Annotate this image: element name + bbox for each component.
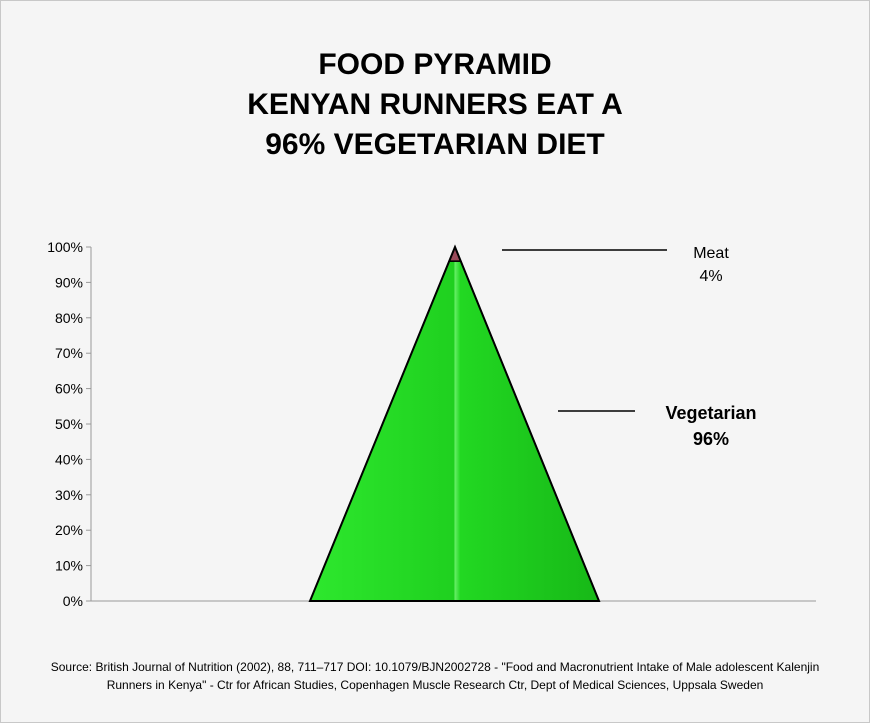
- y-tick-label: 0%: [63, 593, 83, 609]
- y-tick-label: 60%: [55, 381, 83, 397]
- y-tick-label: 20%: [55, 522, 83, 538]
- y-tick-label: 10%: [55, 558, 83, 574]
- y-tick-label: 50%: [55, 416, 83, 432]
- chart-title-line-2: KENYAN RUNNERS EAT A: [247, 88, 623, 121]
- chart-title-line-3: 96% VEGETARIAN DIET: [265, 128, 605, 161]
- y-tick-label: 90%: [55, 274, 83, 290]
- source-line-2: Runners in Kenya" - Ctr for African Stud…: [106, 678, 764, 692]
- y-tick-label: 100%: [47, 239, 83, 255]
- y-tick-label: 30%: [55, 487, 83, 503]
- source-line-1: Source: British Journal of Nutrition (20…: [50, 660, 820, 674]
- pyramid-outline: [308, 244, 601, 602]
- vegetarian-value-label: 96%: [693, 429, 729, 449]
- y-tick-label: 70%: [55, 345, 83, 361]
- vegetarian-label: Vegetarian: [665, 403, 756, 423]
- meat-value-label: 4%: [699, 268, 722, 285]
- meat-label: Meat: [693, 245, 729, 262]
- chart-title-line-1: FOOD PYRAMID: [318, 48, 552, 81]
- y-tick-label: 40%: [55, 451, 83, 467]
- vegetarian-segment: [308, 260, 601, 602]
- y-tick-label: 80%: [55, 310, 83, 326]
